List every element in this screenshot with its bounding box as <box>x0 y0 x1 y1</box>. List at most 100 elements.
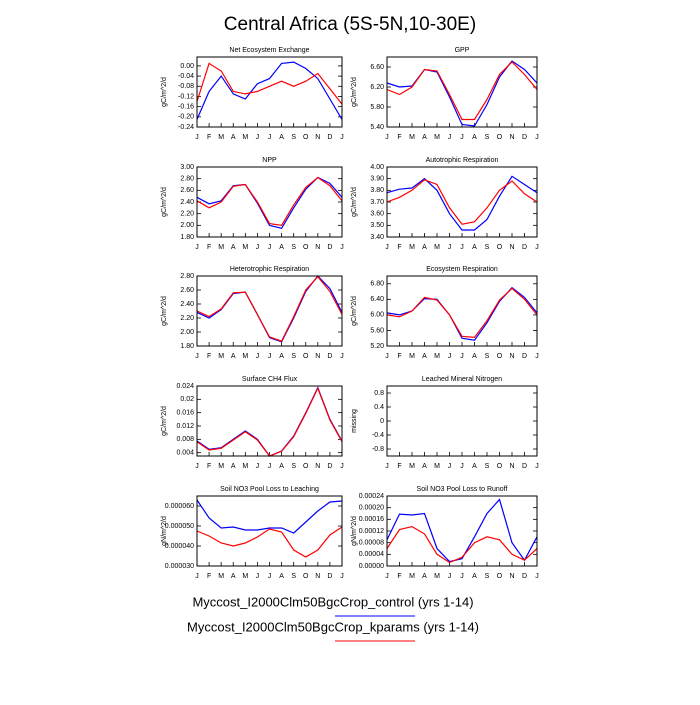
x-tick-label: N <box>509 463 514 470</box>
y-tick-label: 3.50 <box>370 222 384 229</box>
x-tick-label: O <box>497 463 503 470</box>
series-line <box>386 498 538 563</box>
x-tick-label: O <box>303 573 309 580</box>
x-tick-label: M <box>409 463 415 470</box>
x-tick-label: J <box>460 134 464 141</box>
x-tick-label: J <box>268 134 272 141</box>
y-tick-label: 0 <box>380 418 384 425</box>
panel-frame <box>386 385 538 457</box>
y-tick-label: 0.00008 <box>359 540 384 547</box>
y-tick-label: 0.008 <box>176 436 194 443</box>
panel-title: Net Ecosystem Exchange <box>229 47 309 54</box>
x-tick-label: A <box>422 573 427 580</box>
x-tick-label: N <box>315 353 320 360</box>
x-tick-label: J <box>268 353 272 360</box>
y-axis-label: gC/m^2/d <box>351 77 358 107</box>
x-tick-label: N <box>509 244 514 251</box>
y-tick-label: 2.00 <box>180 222 194 229</box>
x-tick-label: M <box>242 134 248 141</box>
panel-title: Autotrophic Respiration <box>426 157 499 164</box>
x-tick-label: N <box>315 573 320 580</box>
x-tick-label: J <box>195 353 199 360</box>
x-tick-label: O <box>303 134 309 141</box>
x-tick-label: J <box>448 353 452 360</box>
x-tick-label: J <box>535 353 539 360</box>
x-tick-label: J <box>195 244 199 251</box>
series-line <box>386 61 538 121</box>
x-tick-label: S <box>485 353 490 360</box>
x-tick-label: J <box>385 353 389 360</box>
x-tick-label: J <box>460 573 464 580</box>
x-tick-label: J <box>535 573 539 580</box>
x-tick-label: M <box>242 353 248 360</box>
series-line <box>196 61 343 120</box>
y-axis-label: gC/m^2/d <box>161 406 168 436</box>
x-tick-label: N <box>315 463 320 470</box>
x-tick-label: J <box>460 353 464 360</box>
x-tick-label: S <box>485 134 490 141</box>
x-tick-label: O <box>497 134 503 141</box>
panel-title: GPP <box>455 47 470 54</box>
x-tick-label: J <box>448 573 452 580</box>
panel-frame <box>386 56 538 128</box>
x-tick-label: S <box>291 244 296 251</box>
x-tick-label: A <box>472 353 477 360</box>
series-line <box>196 275 343 343</box>
x-tick-label: M <box>409 573 415 580</box>
y-tick-label: -0.12 <box>178 93 194 100</box>
x-tick-label: D <box>522 573 527 580</box>
y-tick-label: 0.024 <box>176 383 194 390</box>
x-tick-label: J <box>460 463 464 470</box>
figure-title: Central Africa (5S-5N,10-30E) <box>224 14 476 35</box>
y-tick-label: 0.00024 <box>359 493 384 500</box>
panel-frame <box>196 56 343 128</box>
y-tick-label: 3.90 <box>370 176 384 183</box>
series-line <box>196 526 343 558</box>
x-tick-label: J <box>256 573 260 580</box>
x-tick-label: A <box>472 244 477 251</box>
x-tick-label: O <box>497 353 503 360</box>
y-tick-label: 2.40 <box>180 301 194 308</box>
y-tick-label: 2.80 <box>180 176 194 183</box>
x-tick-label: F <box>207 353 211 360</box>
x-tick-label: O <box>303 244 309 251</box>
y-tick-label: 1.80 <box>180 234 194 241</box>
y-axis-label: gC/m^2/d <box>351 296 358 326</box>
x-tick-label: A <box>231 353 236 360</box>
x-tick-label: J <box>195 463 199 470</box>
x-tick-label: F <box>397 134 401 141</box>
x-tick-label: S <box>485 463 490 470</box>
x-tick-label: D <box>522 353 527 360</box>
x-tick-label: D <box>522 134 527 141</box>
y-tick-label: 0.00 <box>180 63 194 70</box>
y-tick-label: 0.012 <box>176 423 194 430</box>
x-tick-label: N <box>315 134 320 141</box>
panel-title: Leached Mineral Nitrogen <box>422 376 502 383</box>
y-tick-label: 5.80 <box>370 104 384 111</box>
x-tick-label: S <box>291 353 296 360</box>
x-tick-label: J <box>385 134 389 141</box>
x-tick-label: F <box>207 244 211 251</box>
x-tick-label: M <box>218 134 224 141</box>
y-tick-label: 6.20 <box>370 84 384 91</box>
x-tick-label: F <box>397 463 401 470</box>
x-tick-label: M <box>242 244 248 251</box>
y-tick-label: 4.00 <box>370 164 384 171</box>
y-tick-label: -0.4 <box>372 432 384 439</box>
x-tick-label: J <box>535 244 539 251</box>
y-tick-label: 3.60 <box>370 211 384 218</box>
y-tick-label: 0.00016 <box>359 516 384 523</box>
x-tick-label: N <box>509 353 514 360</box>
y-tick-label: 0.00012 <box>359 528 384 535</box>
x-tick-label: A <box>279 244 284 251</box>
x-tick-label: M <box>409 244 415 251</box>
panel-title: Ecosystem Respiration <box>426 266 498 273</box>
x-tick-label: D <box>327 134 332 141</box>
y-tick-label: 3.70 <box>370 199 384 206</box>
series-line <box>386 286 538 341</box>
y-tick-label: 0.8 <box>374 390 384 397</box>
x-tick-label: F <box>207 463 211 470</box>
panel-title: Heterotrophic Respiration <box>230 266 309 273</box>
x-tick-label: D <box>522 463 527 470</box>
panel-frame <box>386 166 538 238</box>
